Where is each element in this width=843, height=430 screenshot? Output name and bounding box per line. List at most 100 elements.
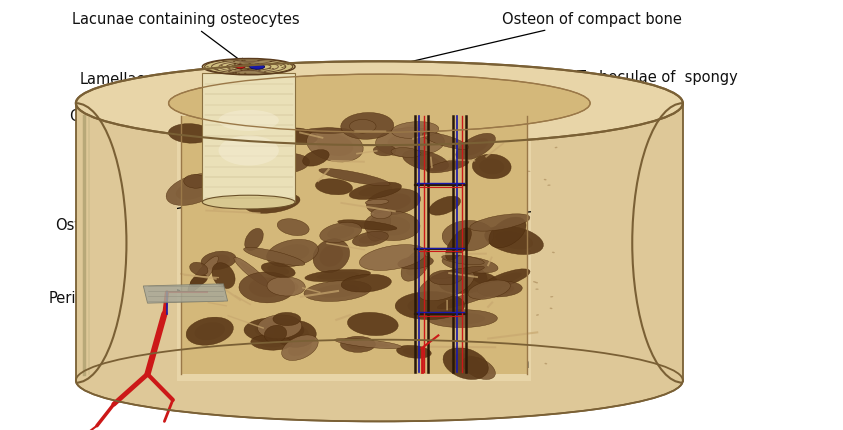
Ellipse shape: [555, 147, 557, 148]
Ellipse shape: [359, 245, 427, 270]
Text: Osteon: Osteon: [55, 203, 196, 233]
Ellipse shape: [536, 314, 539, 316]
Ellipse shape: [255, 67, 257, 68]
Ellipse shape: [491, 272, 522, 286]
Polygon shape: [531, 103, 683, 381]
Ellipse shape: [260, 154, 294, 170]
Ellipse shape: [255, 197, 291, 210]
Ellipse shape: [316, 284, 359, 298]
Ellipse shape: [418, 269, 475, 301]
Ellipse shape: [277, 219, 309, 236]
Ellipse shape: [306, 128, 351, 133]
Ellipse shape: [220, 65, 223, 66]
Ellipse shape: [184, 175, 207, 188]
Ellipse shape: [341, 113, 394, 139]
Ellipse shape: [247, 67, 250, 68]
Ellipse shape: [245, 185, 275, 193]
Ellipse shape: [552, 252, 555, 253]
Ellipse shape: [396, 345, 432, 358]
Ellipse shape: [282, 335, 318, 360]
Ellipse shape: [237, 183, 282, 195]
Ellipse shape: [468, 361, 490, 375]
Ellipse shape: [212, 263, 235, 289]
Ellipse shape: [442, 255, 484, 265]
Ellipse shape: [428, 274, 464, 295]
Ellipse shape: [349, 182, 401, 200]
Ellipse shape: [448, 291, 490, 305]
Ellipse shape: [529, 250, 531, 252]
Ellipse shape: [240, 70, 243, 71]
Ellipse shape: [443, 221, 494, 251]
Ellipse shape: [352, 231, 389, 246]
Ellipse shape: [257, 315, 302, 339]
Polygon shape: [143, 284, 228, 303]
Text: Canaliculi: Canaliculi: [69, 109, 198, 123]
Ellipse shape: [335, 338, 402, 349]
Ellipse shape: [449, 275, 487, 290]
Ellipse shape: [373, 145, 395, 156]
Ellipse shape: [479, 158, 504, 175]
Ellipse shape: [364, 211, 420, 241]
Ellipse shape: [456, 133, 496, 160]
Ellipse shape: [244, 60, 246, 61]
Ellipse shape: [314, 129, 342, 132]
Ellipse shape: [391, 147, 421, 157]
Ellipse shape: [304, 280, 371, 301]
Ellipse shape: [218, 182, 240, 188]
Ellipse shape: [537, 139, 540, 141]
Ellipse shape: [191, 275, 207, 286]
Ellipse shape: [348, 221, 387, 228]
Ellipse shape: [239, 272, 295, 303]
Ellipse shape: [438, 287, 501, 309]
Ellipse shape: [550, 296, 553, 298]
Ellipse shape: [319, 245, 343, 267]
Ellipse shape: [232, 73, 234, 74]
Ellipse shape: [190, 262, 208, 275]
Ellipse shape: [319, 222, 362, 243]
Ellipse shape: [188, 256, 218, 292]
Ellipse shape: [249, 277, 285, 298]
Ellipse shape: [427, 310, 497, 328]
Ellipse shape: [483, 269, 530, 289]
Ellipse shape: [350, 120, 376, 133]
Ellipse shape: [238, 73, 240, 74]
Ellipse shape: [485, 226, 544, 255]
Ellipse shape: [486, 284, 514, 294]
Ellipse shape: [400, 125, 431, 135]
Ellipse shape: [376, 193, 411, 211]
Ellipse shape: [533, 281, 536, 283]
Ellipse shape: [269, 68, 271, 69]
Polygon shape: [202, 73, 295, 202]
Ellipse shape: [338, 220, 397, 230]
Ellipse shape: [316, 134, 353, 156]
Ellipse shape: [186, 317, 234, 345]
Ellipse shape: [395, 292, 464, 319]
Ellipse shape: [443, 347, 488, 380]
Ellipse shape: [252, 153, 309, 175]
Ellipse shape: [212, 180, 246, 190]
Ellipse shape: [371, 218, 387, 236]
Ellipse shape: [422, 132, 469, 149]
Ellipse shape: [547, 184, 550, 186]
Ellipse shape: [313, 239, 350, 273]
Ellipse shape: [367, 189, 421, 215]
Ellipse shape: [235, 73, 238, 74]
Ellipse shape: [251, 335, 292, 350]
Ellipse shape: [462, 356, 496, 379]
Ellipse shape: [261, 66, 264, 67]
Ellipse shape: [346, 340, 390, 347]
Ellipse shape: [234, 72, 237, 73]
Polygon shape: [76, 103, 683, 381]
Ellipse shape: [248, 66, 250, 67]
Ellipse shape: [401, 250, 430, 281]
Ellipse shape: [176, 179, 212, 200]
Text: Lamellae: Lamellae: [80, 72, 208, 92]
Ellipse shape: [201, 251, 236, 270]
Ellipse shape: [246, 66, 249, 67]
Ellipse shape: [274, 280, 298, 293]
Text: Trabeculae of  spongy
bone: Trabeculae of spongy bone: [451, 70, 738, 126]
Ellipse shape: [266, 240, 319, 267]
Ellipse shape: [358, 234, 382, 244]
Ellipse shape: [239, 63, 242, 64]
Ellipse shape: [440, 313, 486, 325]
